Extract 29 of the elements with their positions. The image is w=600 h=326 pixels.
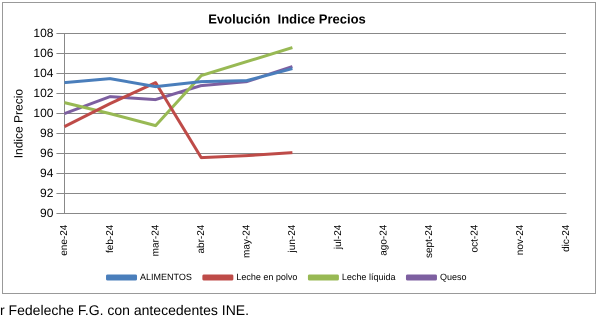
x-tick-label: oct-24 (470, 224, 481, 252)
legend-label: Leche líquida (342, 272, 396, 282)
legend-label: Leche en polvo (236, 272, 298, 282)
y-tick-label: 100 (33, 106, 54, 120)
x-tick-label: abr-24 (196, 224, 207, 254)
y-tick-label: 90 (40, 206, 54, 220)
x-tick-label: ene-24 (59, 224, 70, 256)
x-tick-label: nov-24 (515, 224, 526, 256)
legend-label: Queso (440, 272, 466, 282)
y-tick-label: 102 (33, 86, 54, 100)
y-tick-label: 98 (40, 126, 54, 140)
x-tick-label: feb-24 (104, 224, 116, 254)
x-tick-label: jun-24 (287, 224, 298, 254)
y-tick-label: 108 (33, 26, 54, 40)
y-tick-label: 106 (33, 46, 54, 60)
y-tick-label: 94 (40, 166, 54, 180)
x-tick-label: ago-24 (378, 224, 390, 256)
x-tick-label: mar-24 (150, 224, 162, 256)
y-tick-label: 96 (40, 146, 54, 160)
y-axis-title: Indice Precio (12, 88, 26, 158)
x-tick-label: sept-24 (424, 224, 435, 258)
x-tick-label: jul-24 (332, 224, 344, 250)
y-tick-label: 92 (40, 186, 54, 200)
y-tick-label: 104 (33, 66, 54, 80)
text: r Fedeleche F.G. con antecedentes INE. (0, 302, 250, 318)
chart-title: Evolución Indice Precios (208, 11, 366, 26)
x-tick-label: dic-24 (560, 224, 572, 252)
legend-label: ALIMENTOS (140, 272, 192, 282)
x-tick-label: may-24 (242, 224, 253, 258)
